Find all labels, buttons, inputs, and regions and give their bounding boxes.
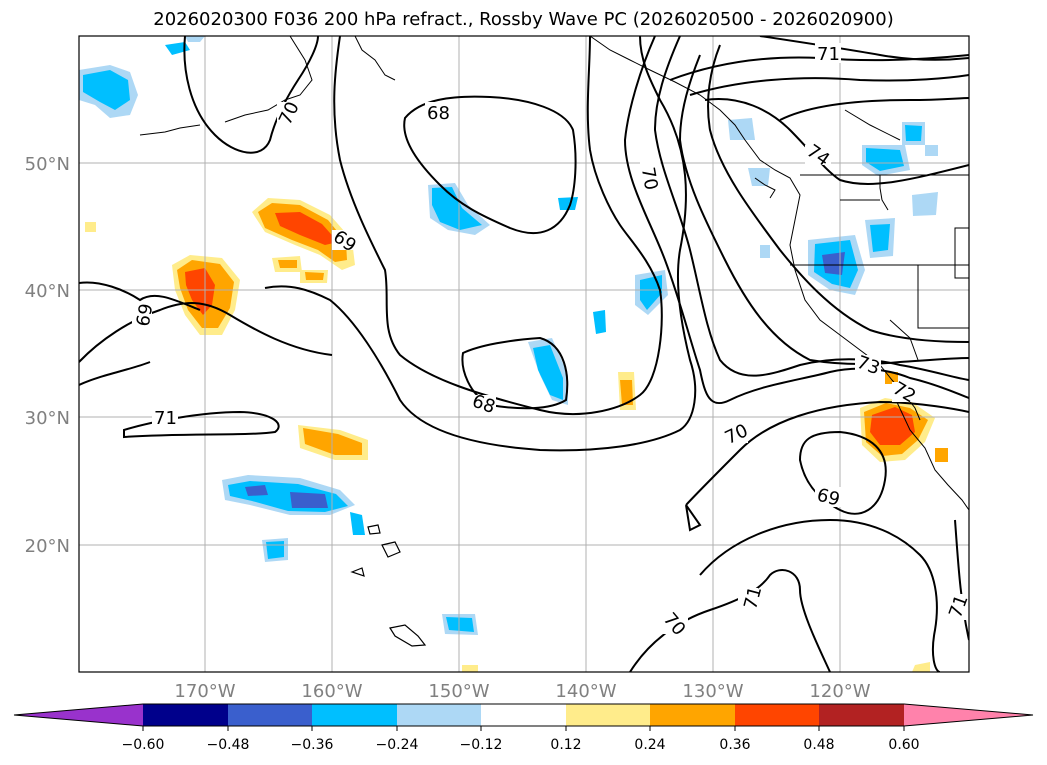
colorbar-segment	[819, 704, 904, 726]
colorbar-tick-label: 0.36	[719, 737, 750, 753]
lon-label: 140°W	[555, 681, 616, 702]
colorbar-tick-label: −0.60	[122, 737, 165, 753]
contour-label: 71	[945, 592, 973, 621]
graticule	[79, 36, 969, 672]
contour-label: 70	[637, 166, 662, 192]
lon-label: 150°W	[428, 681, 489, 702]
colorbar-tick-label: 0.60	[888, 737, 919, 753]
colorbar-extend-right	[904, 704, 1033, 726]
lon-label: 160°W	[301, 681, 362, 702]
colorbar: −0.60 −0.48 −0.36 −0.24 −0.12 0.12 0.24 …	[13, 703, 1034, 753]
colorbar-segment	[566, 704, 650, 726]
latitude-labels: 50°N 40°N 30°N 20°N	[25, 154, 70, 557]
lat-label: 30°N	[25, 408, 70, 429]
negative-anomaly-shading	[79, 36, 938, 635]
colorbar-tick-label: −0.36	[291, 737, 334, 753]
map-background	[79, 36, 969, 672]
contour-label: 69	[133, 302, 158, 328]
lat-label: 20°N	[25, 536, 70, 557]
contour-label: 68	[427, 103, 450, 124]
refractivity-contours	[79, 36, 969, 672]
colorbar-tick-label: 0.24	[634, 737, 665, 753]
colorbar-segment	[735, 704, 819, 726]
map-title: 2026020300 F036 200 hPa refract., Rossby…	[153, 9, 894, 30]
lat-label: 40°N	[25, 281, 70, 302]
colorbar-segment	[397, 704, 481, 726]
map-frame	[78, 35, 970, 673]
colorbar-segment	[228, 704, 312, 726]
coastlines	[139, 36, 969, 511]
positive-anomaly-shading	[85, 198, 948, 672]
lon-label: 170°W	[174, 681, 235, 702]
colorbar-tick-label: −0.24	[376, 737, 419, 753]
colorbar-segment	[481, 704, 566, 726]
hawaiian-islands	[350, 524, 427, 647]
contour-label: 71	[817, 44, 840, 65]
contour-label: 71	[154, 408, 177, 429]
colorbar-segment	[650, 704, 735, 726]
longitude-labels: 170°W 160°W 150°W 140°W 130°W 120°W	[174, 681, 870, 702]
colorbar-tick-label: 0.12	[550, 737, 581, 753]
colorbar-segment	[312, 704, 397, 726]
colorbar-tick-label: −0.12	[460, 737, 503, 753]
lon-label: 120°W	[809, 681, 870, 702]
colorbar-extend-left	[14, 704, 143, 726]
colorbar-tick-label: 0.48	[803, 737, 834, 753]
colorbar-tick-label: −0.48	[207, 737, 250, 753]
colorbar-segment	[143, 704, 228, 726]
lat-label: 50°N	[25, 154, 70, 175]
lon-label: 130°W	[682, 681, 743, 702]
